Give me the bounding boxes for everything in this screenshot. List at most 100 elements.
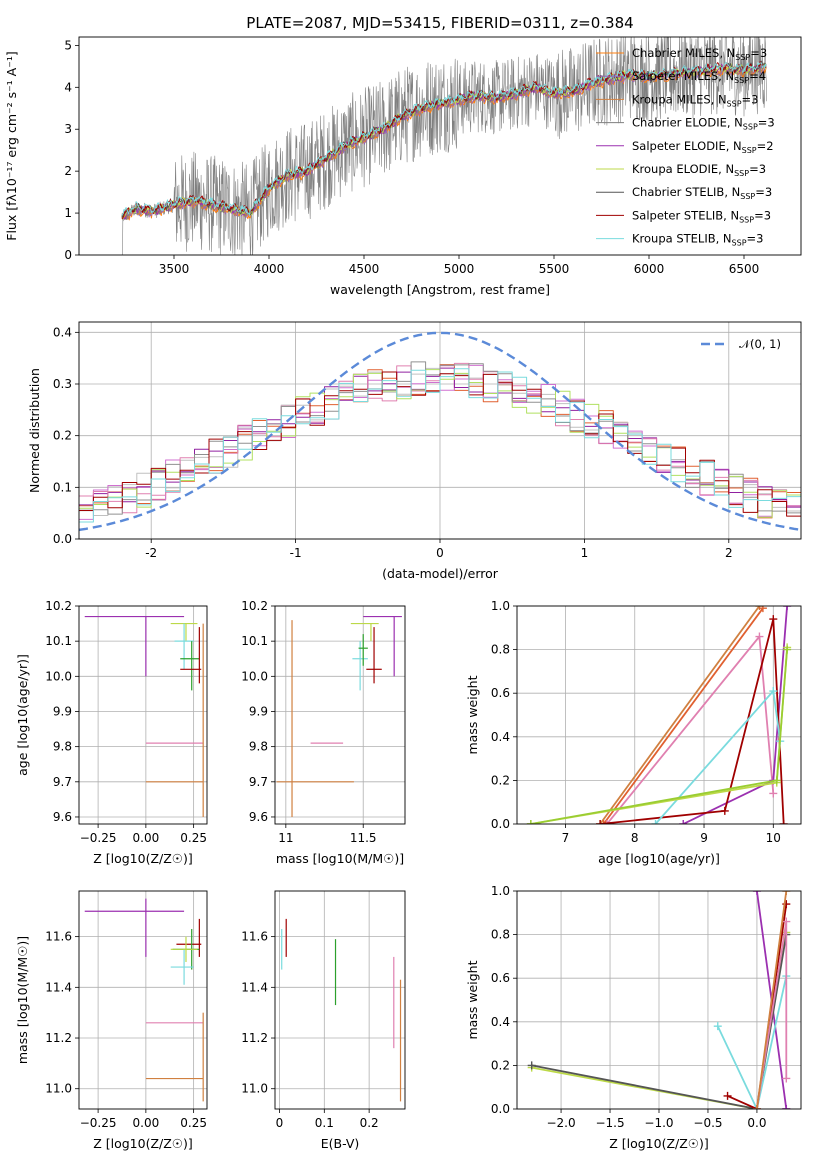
plot-area-residuals xyxy=(79,331,801,532)
mass-weight-marker xyxy=(783,645,792,654)
mass-weight-marker xyxy=(596,820,605,824)
legend-label-part: Kroupa MILES, N xyxy=(632,92,727,106)
x-tick-label: 6000 xyxy=(634,262,665,276)
panel-age_vs_mass: 11 11.5 9.6 9.7 9.8 9.9 10.0 10.1 10.2 mass [log1… xyxy=(241,599,406,866)
x-tick-label: −0.25 xyxy=(80,1116,117,1130)
mass-weight-marker xyxy=(772,776,781,785)
legend-label-sub: SSP xyxy=(734,76,749,85)
legend-label-part: =3 xyxy=(750,46,767,60)
mass-weight-marker xyxy=(752,1105,761,1109)
y-axis-label: age [log10(age/yr)] xyxy=(15,654,30,776)
plot-area-mass_weight_vs_age xyxy=(526,606,792,824)
y-tick-label: 10.1 xyxy=(45,634,72,648)
x-tick-label: 0.00 xyxy=(133,1116,160,1130)
y-tick-label: 0.4 xyxy=(491,1015,510,1029)
x-tick-label: −2.0 xyxy=(546,1116,575,1130)
y-tick-label: 0.0 xyxy=(491,1102,510,1116)
error-bar-point xyxy=(363,615,402,677)
legend-label-sub: SSP xyxy=(727,99,742,108)
y-tick-label: 9.6 xyxy=(249,810,268,824)
axes-frame xyxy=(78,890,208,1110)
legend-label-part: =3 xyxy=(754,208,771,222)
y-tick-label: 10.2 xyxy=(241,599,268,613)
x-tick-label: 6500 xyxy=(729,262,760,276)
mass-weight-marker xyxy=(782,1105,791,1109)
y-tick-label: 0.0 xyxy=(491,817,510,831)
legend-label-sub: SSP xyxy=(743,123,758,132)
error-bar-point xyxy=(170,936,198,962)
error-bar-point xyxy=(366,627,382,684)
y-tick-label: 11.6 xyxy=(45,930,72,944)
x-tick-label: 0 xyxy=(276,1116,284,1130)
panel-age_vs_Z: −0.25 0.00 0.25 9.6 9.7 9.8 9.9 10.0 10.1 10.2 Z [… xyxy=(15,599,208,866)
y-tick-label: 11.2 xyxy=(241,1031,268,1045)
y-axis-label: mass weight xyxy=(465,675,480,754)
panel-mass_vs_ebv: 0 0.1 0.2 11.0 11.2 11.4 11.6 E(B-V) xyxy=(241,890,406,1151)
mass-weight-line xyxy=(530,647,788,824)
figure-title: PLATE=2087, MJD=53415, FIBERID=0311, z=0… xyxy=(246,14,633,32)
x-tick-label: 11.5 xyxy=(350,831,377,845)
x-axis-label: (data-model)/error xyxy=(382,566,499,581)
normal-reference-curve xyxy=(79,331,801,532)
legend-label-part: =3 xyxy=(758,116,775,130)
y-tick-label: 10.0 xyxy=(45,669,72,683)
panel-mass_vs_Z: −0.25 0.00 0.25 11.0 11.2 11.4 11.6 Z [log10(Z/… xyxy=(15,890,208,1151)
x-tick-label: 0.0 xyxy=(747,1116,766,1130)
legend-label-part: Salpeter ELODIE, N xyxy=(632,139,742,153)
y-tick-label: 2 xyxy=(64,164,72,178)
x-tick-label: −0.25 xyxy=(80,831,117,845)
x-tick-label: 9 xyxy=(700,831,708,845)
y-tick-label: 0.6 xyxy=(491,686,510,700)
plot-area-age_vs_mass xyxy=(276,615,402,817)
y-tick-label: 9.9 xyxy=(53,704,72,718)
y-tick-label: 10.1 xyxy=(241,634,268,648)
y-tick-label: 0.4 xyxy=(491,730,510,744)
y-tick-label: 11.6 xyxy=(241,930,268,944)
y-tick-label: 9.7 xyxy=(249,775,268,789)
mass-weight-marker xyxy=(526,820,535,824)
legend-label-sub: SSP xyxy=(732,239,747,248)
legend-label-sub: SSP xyxy=(739,215,754,224)
x-tick-label: 0.1 xyxy=(315,1116,334,1130)
x-axis-label: Z [log10(Z/Z☉)] xyxy=(93,1136,193,1151)
x-tick-label: -1 xyxy=(290,546,302,560)
x-axis-label: wavelength [Angstrom, rest frame] xyxy=(330,282,550,297)
y-tick-label: 10.2 xyxy=(45,599,72,613)
y-tick-label: 1 xyxy=(64,206,72,220)
axes-frame xyxy=(78,36,802,256)
y-tick-label: 9.8 xyxy=(53,740,72,754)
error-bar-point xyxy=(174,623,194,670)
mass-weight-marker xyxy=(769,615,778,624)
plot-area-mass_weight_vs_Z xyxy=(527,891,791,1109)
panel-mass_weight_vs_Z: −2.0 −1.5 −1.0 −0.5 0.0 0.0 0.2 0.4 0.6 0.8 1.0 Z [… xyxy=(465,884,802,1151)
mass-weight-marker xyxy=(752,891,761,895)
mass-weight-marker xyxy=(782,917,791,926)
axes-frame xyxy=(78,605,208,825)
legend-label: Kroupa MILES, NSSP=3 xyxy=(632,92,758,108)
y-tick-label: 11.4 xyxy=(45,980,72,994)
y-tick-label: 9.9 xyxy=(249,704,268,718)
mass-weight-marker xyxy=(599,820,608,824)
legend-label-sub: SSP xyxy=(734,169,749,178)
legend-label: Salpeter ELODIE, NSSP=2 xyxy=(632,139,774,155)
x-axis-label: age [log10(age/yr)] xyxy=(598,851,720,866)
x-tick-label: 0.2 xyxy=(360,1116,379,1130)
x-tick-label: 0 xyxy=(436,546,444,560)
legend-label: Chabrier STELIB, NSSP=3 xyxy=(632,185,772,201)
plot-area-age_vs_Z xyxy=(84,615,204,817)
error-bar-point xyxy=(352,641,368,691)
mass-weight-line xyxy=(531,934,788,1109)
x-tick-label: 4500 xyxy=(349,262,380,276)
histogram-step xyxy=(79,361,801,515)
axes-frame xyxy=(274,605,406,825)
error-bar-point xyxy=(358,634,368,666)
error-bar-point xyxy=(84,615,185,677)
x-tick-label: 2 xyxy=(725,546,733,560)
x-axis-label: E(B-V) xyxy=(321,1136,360,1151)
y-tick-label: 0 xyxy=(64,248,72,262)
x-tick-label: -2 xyxy=(145,546,157,560)
mass-weight-line xyxy=(756,891,788,1109)
histogram-step xyxy=(79,368,801,523)
